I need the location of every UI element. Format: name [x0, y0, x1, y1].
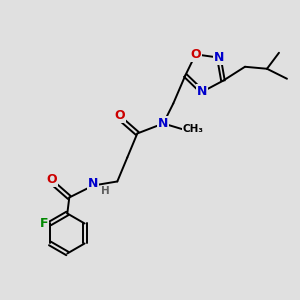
Text: H: H — [101, 187, 110, 196]
Text: CH₃: CH₃ — [183, 124, 204, 134]
Text: N: N — [197, 85, 207, 98]
Text: N: N — [214, 51, 224, 64]
Text: N: N — [88, 177, 98, 190]
Text: O: O — [114, 109, 124, 122]
Text: O: O — [46, 173, 57, 186]
Text: F: F — [40, 217, 48, 230]
Text: O: O — [190, 48, 201, 61]
Text: N: N — [158, 117, 169, 130]
